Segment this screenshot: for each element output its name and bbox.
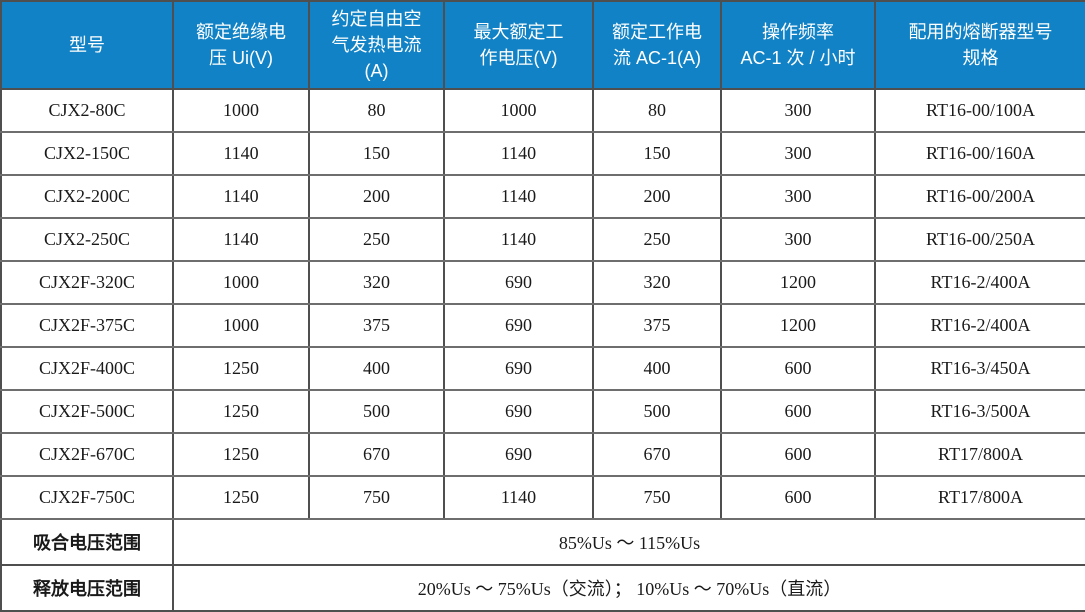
model-cell: CJX2F-670C <box>0 432 174 477</box>
pickup-voltage-row: 吸合电压范围 85%Us ～ 115%Us <box>0 518 1085 566</box>
value-cell: 300 <box>720 217 876 262</box>
value-cell: 670 <box>308 432 445 477</box>
release-voltage-value: 20%Us ～ 75%Us（交流）； 10%Us ～ 70%Us（直流） <box>172 564 1085 612</box>
value-cell: 1250 <box>172 389 310 434</box>
table-row: CJX2-200C 1140 200 1140 200 300 RT16-00/200A <box>0 174 1085 219</box>
value-cell: RT16-00/160A <box>874 131 1085 176</box>
value-cell: RT16-2/400A <box>874 260 1085 305</box>
value-cell: 690 <box>443 346 594 391</box>
value-cell: 1140 <box>443 174 594 219</box>
spec-table-footer: 吸合电压范围 85%Us ～ 115%Us 释放电压范围 20%Us ～ 75%… <box>0 518 1085 612</box>
value-cell: 400 <box>592 346 722 391</box>
model-cell: CJX2F-500C <box>0 389 174 434</box>
model-cell: CJX2-200C <box>0 174 174 219</box>
value-cell: 1140 <box>172 217 310 262</box>
header-model: 型号 <box>0 0 174 90</box>
header-operating-frequency: 操作频率 AC-1 次 / 小时 <box>720 0 876 90</box>
spec-table-body: CJX2-80C 1000 80 1000 80 300 RT16-00/100A CJX2-… <box>0 88 1085 520</box>
model-cell: CJX2F-750C <box>0 475 174 520</box>
pickup-voltage-label: 吸合电压范围 <box>0 518 174 566</box>
table-row: CJX2F-320C 1000 320 690 320 1200 RT16-2/400A <box>0 260 1085 305</box>
table-row: CJX2F-500C 1250 500 690 500 600 RT16-3/500A <box>0 389 1085 434</box>
value-cell: 500 <box>592 389 722 434</box>
value-cell: RT16-00/250A <box>874 217 1085 262</box>
value-cell: 1000 <box>172 88 310 133</box>
value-cell: RT17/800A <box>874 432 1085 477</box>
model-cell: CJX2F-375C <box>0 303 174 348</box>
spec-table-header: 型号 额定绝缘电 压 Ui(V) 约定自由空 气发热电流 (A) 最大额定工 作… <box>0 0 1085 90</box>
table-row: CJX2-150C 1140 150 1140 150 300 RT16-00/160A <box>0 131 1085 176</box>
value-cell: RT16-3/500A <box>874 389 1085 434</box>
model-cell: CJX2-150C <box>0 131 174 176</box>
table-row: CJX2F-670C 1250 670 690 670 600 RT17/800A <box>0 432 1085 477</box>
value-cell: 600 <box>720 432 876 477</box>
value-cell: 1250 <box>172 475 310 520</box>
value-cell: 690 <box>443 303 594 348</box>
pickup-voltage-value: 85%Us ～ 115%Us <box>172 518 1085 566</box>
value-cell: 690 <box>443 432 594 477</box>
value-cell: 300 <box>720 131 876 176</box>
value-cell: 150 <box>592 131 722 176</box>
value-cell: 375 <box>308 303 445 348</box>
model-cell: CJX2-250C <box>0 217 174 262</box>
value-cell: 375 <box>592 303 722 348</box>
value-cell: 1140 <box>172 174 310 219</box>
value-cell: 600 <box>720 389 876 434</box>
header-rated-insulation-voltage: 额定绝缘电 压 Ui(V) <box>172 0 310 90</box>
value-cell: 690 <box>443 389 594 434</box>
value-cell: RT16-00/100A <box>874 88 1085 133</box>
header-conventional-thermal-current: 约定自由空 气发热电流 (A) <box>308 0 445 90</box>
value-cell: RT16-3/450A <box>874 346 1085 391</box>
value-cell: 1000 <box>172 303 310 348</box>
header-rated-working-current: 额定工作电 流 AC-1(A) <box>592 0 722 90</box>
table-row: CJX2F-375C 1000 375 690 375 1200 RT16-2/400A <box>0 303 1085 348</box>
value-cell: 1140 <box>443 131 594 176</box>
value-cell: 1140 <box>443 475 594 520</box>
table-row: CJX2-80C 1000 80 1000 80 300 RT16-00/100A <box>0 88 1085 133</box>
table-row: CJX2F-750C 1250 750 1140 750 600 RT17/800A <box>0 475 1085 520</box>
value-cell: 300 <box>720 88 876 133</box>
value-cell: 1250 <box>172 346 310 391</box>
value-cell: 750 <box>592 475 722 520</box>
model-cell: CJX2F-320C <box>0 260 174 305</box>
value-cell: 1000 <box>443 88 594 133</box>
value-cell: 500 <box>308 389 445 434</box>
value-cell: 1200 <box>720 303 876 348</box>
value-cell: 1200 <box>720 260 876 305</box>
value-cell: RT16-00/200A <box>874 174 1085 219</box>
value-cell: 690 <box>443 260 594 305</box>
table-row: CJX2-250C 1140 250 1140 250 300 RT16-00/250A <box>0 217 1085 262</box>
header-fuse-spec: 配用的熔断器型号 规格 <box>874 0 1085 90</box>
value-cell: 1250 <box>172 432 310 477</box>
value-cell: 200 <box>592 174 722 219</box>
model-cell: CJX2F-400C <box>0 346 174 391</box>
value-cell: 200 <box>308 174 445 219</box>
value-cell: 320 <box>592 260 722 305</box>
header-row: 型号 额定绝缘电 压 Ui(V) 约定自由空 气发热电流 (A) 最大额定工 作… <box>0 0 1085 90</box>
value-cell: 150 <box>308 131 445 176</box>
value-cell: 250 <box>308 217 445 262</box>
value-cell: 750 <box>308 475 445 520</box>
value-cell: 1140 <box>443 217 594 262</box>
value-cell: 80 <box>592 88 722 133</box>
value-cell: RT17/800A <box>874 475 1085 520</box>
value-cell: 670 <box>592 432 722 477</box>
header-max-rated-working-voltage: 最大额定工 作电压(V) <box>443 0 594 90</box>
value-cell: 320 <box>308 260 445 305</box>
value-cell: 300 <box>720 174 876 219</box>
value-cell: 1140 <box>172 131 310 176</box>
value-cell: 1000 <box>172 260 310 305</box>
release-voltage-label: 释放电压范围 <box>0 564 174 612</box>
value-cell: 600 <box>720 346 876 391</box>
value-cell: 400 <box>308 346 445 391</box>
value-cell: 80 <box>308 88 445 133</box>
release-voltage-row: 释放电压范围 20%Us ～ 75%Us（交流）； 10%Us ～ 70%Us（… <box>0 564 1085 612</box>
value-cell: 600 <box>720 475 876 520</box>
value-cell: RT16-2/400A <box>874 303 1085 348</box>
value-cell: 250 <box>592 217 722 262</box>
model-cell: CJX2-80C <box>0 88 174 133</box>
table-row: CJX2F-400C 1250 400 690 400 600 RT16-3/450A <box>0 346 1085 391</box>
